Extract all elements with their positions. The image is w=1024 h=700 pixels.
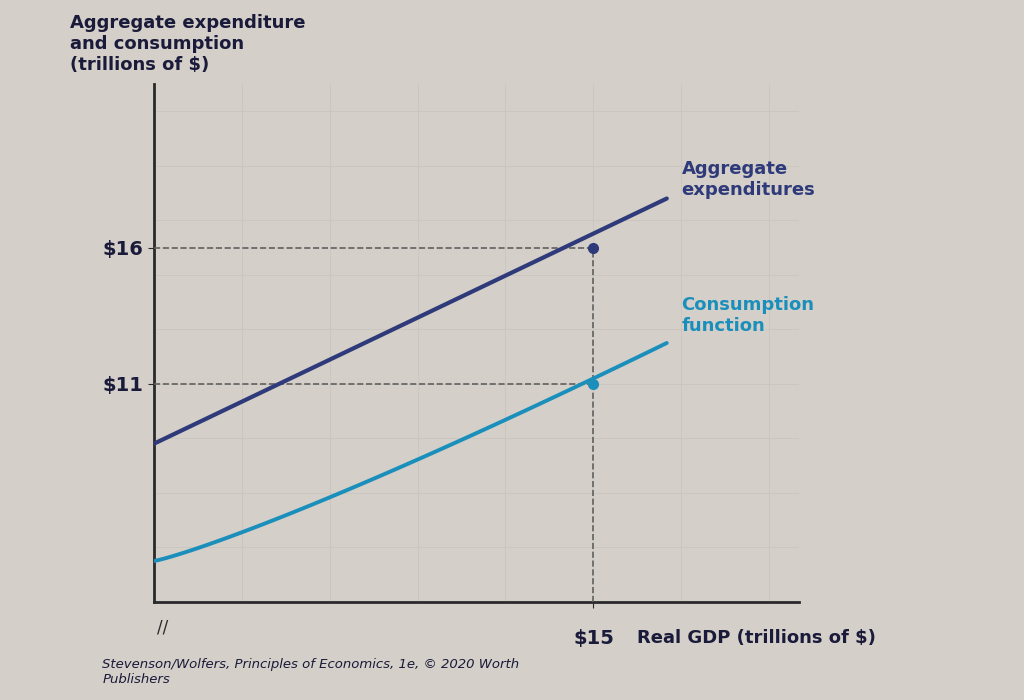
Text: Real GDP (trillions of $): Real GDP (trillions of $) <box>637 629 877 648</box>
Text: Aggregate
expenditures: Aggregate expenditures <box>681 160 815 199</box>
Text: //: // <box>157 618 168 636</box>
Text: $15: $15 <box>573 629 614 648</box>
Text: Aggregate expenditure
and consumption
(trillions of $): Aggregate expenditure and consumption (t… <box>70 14 305 74</box>
Text: Consumption
function: Consumption function <box>681 296 814 335</box>
Text: Stevenson/Wolfers, Principles of Economics, 1e, © 2020 Worth
Publishers: Stevenson/Wolfers, Principles of Economi… <box>102 658 519 686</box>
